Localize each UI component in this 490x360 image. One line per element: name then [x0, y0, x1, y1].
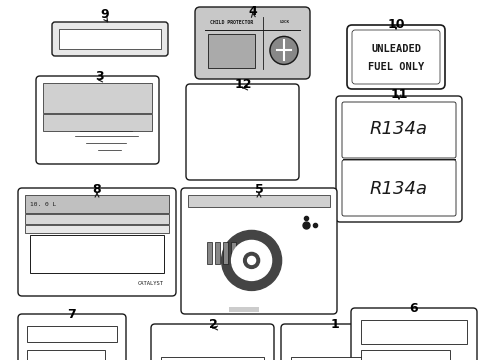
Circle shape: [270, 36, 298, 64]
Bar: [25, 195, 169, 213]
FancyBboxPatch shape: [36, 76, 159, 164]
Text: 2: 2: [209, 318, 218, 331]
Text: R134a: R134a: [370, 121, 428, 139]
FancyBboxPatch shape: [52, 22, 168, 56]
FancyBboxPatch shape: [281, 324, 389, 360]
Text: 9: 9: [100, 8, 109, 21]
FancyBboxPatch shape: [186, 84, 299, 180]
Bar: [207, 242, 212, 265]
Text: 11: 11: [390, 88, 408, 101]
Text: 8: 8: [93, 183, 101, 196]
Text: CHILD PROTECTOR: CHILD PROTECTOR: [210, 20, 253, 25]
Bar: [59, 29, 161, 49]
Circle shape: [247, 256, 256, 265]
FancyBboxPatch shape: [347, 25, 445, 89]
FancyBboxPatch shape: [351, 308, 477, 360]
Text: 6: 6: [410, 302, 418, 315]
FancyBboxPatch shape: [18, 188, 176, 296]
Text: 7: 7: [68, 308, 76, 321]
Text: 5: 5: [255, 183, 264, 196]
FancyBboxPatch shape: [336, 96, 462, 222]
Text: FUEL ONLY: FUEL ONLY: [368, 62, 424, 72]
Text: R134a: R134a: [370, 180, 428, 198]
Text: LOCK: LOCK: [279, 20, 289, 24]
FancyBboxPatch shape: [342, 160, 456, 216]
Bar: [43, 83, 152, 113]
FancyBboxPatch shape: [18, 314, 126, 360]
FancyBboxPatch shape: [342, 102, 456, 158]
Bar: [208, 34, 255, 68]
Bar: [43, 114, 152, 131]
Text: CATALYST: CATALYST: [138, 281, 164, 286]
Text: 3: 3: [96, 70, 104, 83]
Text: 12: 12: [234, 78, 252, 91]
FancyBboxPatch shape: [352, 30, 440, 84]
Bar: [27, 326, 117, 342]
FancyBboxPatch shape: [151, 324, 274, 360]
Text: 10. 0 L: 10. 0 L: [30, 202, 56, 207]
Bar: [229, 307, 259, 312]
FancyBboxPatch shape: [195, 7, 310, 79]
Circle shape: [232, 240, 271, 280]
Bar: [223, 242, 228, 265]
Bar: [25, 214, 169, 224]
Text: 10: 10: [387, 18, 405, 31]
Bar: [231, 242, 236, 265]
Bar: [291, 357, 379, 360]
Bar: [215, 242, 220, 265]
Circle shape: [221, 230, 282, 291]
Bar: [30, 235, 164, 273]
Bar: [161, 357, 264, 360]
Circle shape: [244, 252, 260, 269]
Bar: [188, 195, 330, 207]
Bar: [361, 350, 449, 360]
Bar: [361, 320, 467, 344]
Bar: [25, 225, 169, 233]
FancyBboxPatch shape: [181, 188, 337, 314]
Text: UNLEADED: UNLEADED: [371, 44, 421, 54]
Text: 1: 1: [331, 318, 340, 331]
Text: 4: 4: [248, 5, 257, 18]
Bar: [27, 350, 105, 360]
